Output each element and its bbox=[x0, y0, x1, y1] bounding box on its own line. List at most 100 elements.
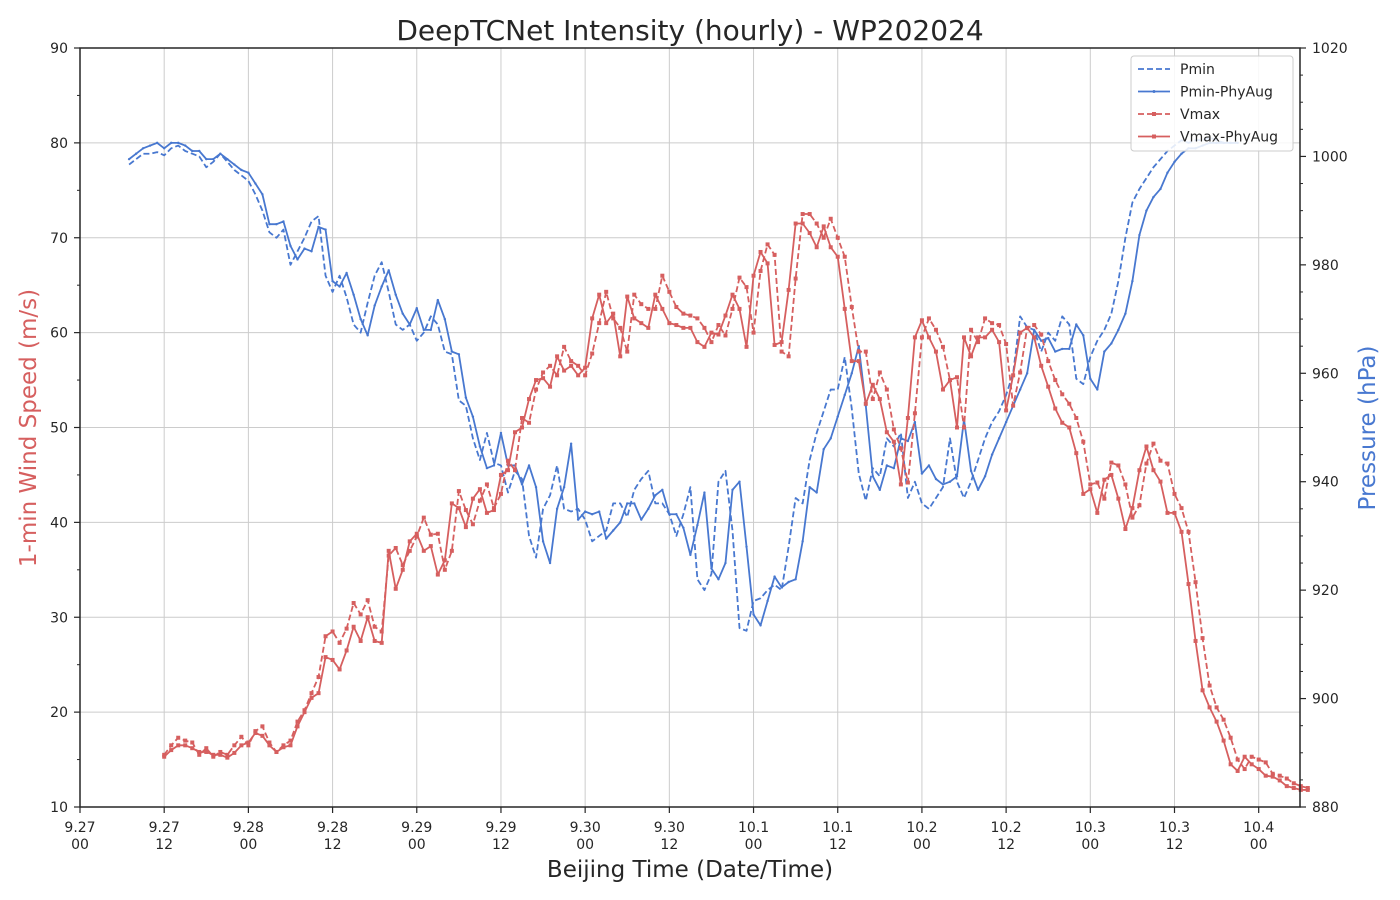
series-point bbox=[660, 273, 665, 278]
series-point bbox=[870, 397, 875, 402]
series-point bbox=[478, 445, 482, 448]
series-point bbox=[148, 144, 152, 147]
series-point bbox=[365, 615, 370, 620]
series-point bbox=[1214, 705, 1219, 710]
series-point bbox=[934, 477, 938, 481]
series-point bbox=[1298, 787, 1303, 792]
series-point bbox=[289, 244, 292, 248]
series-point bbox=[773, 575, 776, 578]
series-point bbox=[505, 468, 510, 473]
series-point bbox=[919, 335, 924, 340]
series-point bbox=[365, 598, 370, 603]
series-point bbox=[449, 548, 454, 553]
series-point bbox=[240, 168, 243, 172]
x-tick-label-time: 00 bbox=[239, 837, 257, 853]
series-point bbox=[933, 349, 938, 354]
y-tick-label-left: 10 bbox=[50, 800, 68, 816]
series-point bbox=[619, 521, 622, 524]
series-point bbox=[1053, 406, 1058, 411]
series-point bbox=[808, 485, 811, 489]
series-point bbox=[337, 667, 342, 672]
series-point bbox=[239, 734, 244, 739]
series-point bbox=[393, 545, 398, 550]
series-point bbox=[800, 221, 805, 226]
series-point bbox=[176, 735, 181, 740]
x-tick-label-date: 10.3 bbox=[1159, 820, 1190, 836]
series-point bbox=[541, 370, 546, 375]
series-point bbox=[1228, 762, 1233, 767]
x-tick-label-time: 12 bbox=[660, 837, 678, 853]
series-point bbox=[696, 523, 699, 527]
legend-box bbox=[1130, 55, 1294, 152]
series-point bbox=[976, 488, 980, 492]
y-tick-label-right: 980 bbox=[1312, 258, 1339, 274]
series-point bbox=[983, 316, 988, 321]
series-point bbox=[1109, 472, 1114, 477]
series-point bbox=[555, 373, 560, 378]
series-point bbox=[176, 743, 181, 748]
series-point bbox=[1263, 773, 1268, 778]
series-point bbox=[303, 247, 306, 250]
series-point bbox=[730, 292, 735, 297]
series-point bbox=[1032, 328, 1036, 332]
series-point bbox=[997, 437, 1001, 440]
series-point bbox=[485, 466, 489, 470]
series-point bbox=[1018, 388, 1022, 391]
series-point bbox=[668, 513, 671, 516]
series-line bbox=[163, 222, 1308, 791]
series-point bbox=[512, 468, 517, 473]
series-point bbox=[477, 487, 482, 492]
series-point bbox=[597, 510, 601, 513]
series-point bbox=[766, 599, 769, 603]
series-point bbox=[1159, 187, 1162, 191]
series-point bbox=[183, 738, 188, 743]
series-point bbox=[520, 425, 525, 430]
legend-entry: Pmin bbox=[1138, 62, 1215, 78]
y-tick-label-left: 40 bbox=[50, 515, 68, 531]
series-point bbox=[239, 743, 244, 748]
series-point bbox=[702, 344, 707, 349]
series-point bbox=[884, 430, 889, 435]
series-point bbox=[1032, 323, 1037, 328]
series-point bbox=[1004, 408, 1009, 413]
series-point bbox=[205, 157, 208, 161]
series-point bbox=[226, 157, 229, 161]
series-point bbox=[1025, 372, 1029, 375]
series-point bbox=[969, 469, 973, 473]
series-point bbox=[597, 292, 602, 297]
series-point bbox=[576, 363, 581, 368]
series-point bbox=[724, 561, 727, 565]
series-point bbox=[976, 335, 981, 340]
series-point bbox=[829, 437, 832, 440]
series-point bbox=[491, 508, 496, 513]
series-point bbox=[309, 695, 314, 700]
series-point bbox=[562, 485, 566, 489]
series-point bbox=[990, 321, 995, 326]
series-point bbox=[443, 317, 447, 321]
series-point bbox=[688, 313, 693, 318]
series-point bbox=[1011, 403, 1016, 408]
series-point bbox=[962, 425, 967, 430]
x-tick-label-date: 9.27 bbox=[64, 820, 95, 836]
series-point bbox=[1270, 774, 1275, 779]
legend-marker bbox=[1152, 134, 1156, 139]
series-point bbox=[1173, 160, 1176, 164]
series-point bbox=[169, 748, 174, 753]
series-point bbox=[1151, 441, 1156, 446]
series-point bbox=[352, 293, 355, 296]
series-point bbox=[870, 382, 875, 387]
series-point bbox=[632, 292, 637, 297]
series-point bbox=[177, 141, 180, 145]
series-point bbox=[520, 416, 525, 421]
y-tick-label-left: 20 bbox=[50, 705, 68, 721]
series-point bbox=[358, 612, 363, 617]
series-point bbox=[555, 354, 560, 359]
x-tick-label-time: 12 bbox=[1166, 837, 1184, 853]
series-point bbox=[1221, 717, 1226, 722]
series-point bbox=[324, 228, 327, 231]
series-point bbox=[1166, 171, 1169, 174]
series-point bbox=[688, 325, 693, 330]
series-point bbox=[232, 743, 237, 748]
series-point bbox=[184, 144, 187, 147]
series-point bbox=[1046, 359, 1051, 364]
